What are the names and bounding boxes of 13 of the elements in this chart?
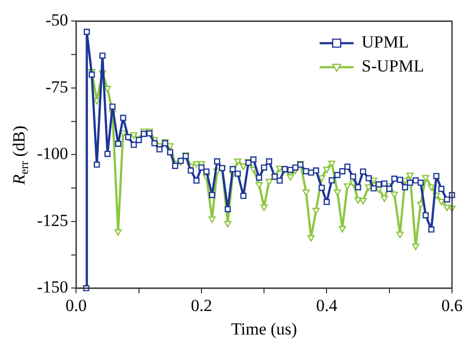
y-axis-title: Rerr (dB) (9, 126, 32, 186)
x-axis-title: Time (us) (231, 319, 298, 338)
legend-label: S-UPML (362, 56, 424, 76)
y-tick-label: -75 (45, 77, 68, 96)
x-tick-label: 0.2 (190, 296, 212, 315)
x-tick-label: 0.4 (316, 296, 338, 315)
x-tick-label: 0.0 (66, 296, 87, 315)
y-tick-label: -150 (36, 278, 68, 297)
y-tick-label: -125 (36, 210, 68, 230)
x-tick-label: 0.6 (441, 296, 463, 315)
y-tick-label: -100 (36, 144, 68, 164)
legend-label: UPML (362, 32, 409, 52)
y-tick-label: -50 (45, 10, 68, 30)
